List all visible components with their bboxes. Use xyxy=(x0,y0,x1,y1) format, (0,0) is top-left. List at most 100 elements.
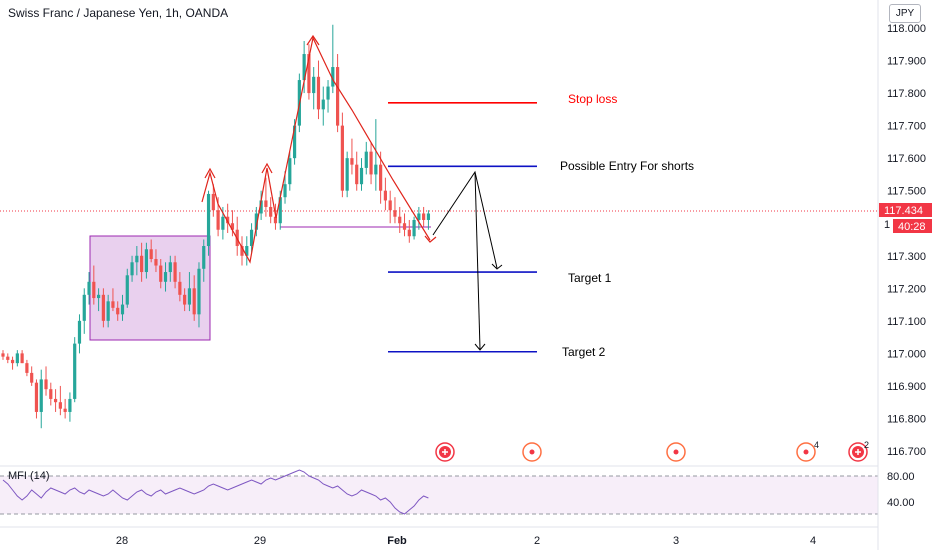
symbol-title[interactable]: Swiss Franc / Japanese Yen, 1h, OANDA xyxy=(8,6,229,20)
candle-body xyxy=(192,288,196,315)
time-tick-label: 2 xyxy=(534,535,540,547)
candle-body xyxy=(412,219,416,237)
currency-button[interactable]: JPY xyxy=(889,4,921,23)
price-tick-label: 117.800 xyxy=(887,88,926,100)
time-axis[interactable]: 28 29 Feb 2 3 4 xyxy=(116,535,816,547)
candle-body xyxy=(249,229,254,247)
candle-body xyxy=(178,281,182,295)
candle-body xyxy=(316,76,321,110)
stop-loss-label: Stop loss xyxy=(568,92,617,106)
candle-body xyxy=(140,255,144,273)
mfi-tick-80: 80.00 xyxy=(887,471,915,483)
candle-body xyxy=(68,398,72,412)
candle-body xyxy=(149,249,153,260)
candle-body xyxy=(331,67,335,87)
candle-body xyxy=(125,275,129,305)
price-tick-label: 117.700 xyxy=(887,121,926,133)
event-icon-4[interactable] xyxy=(796,442,816,462)
projection-path[interactable] xyxy=(432,170,498,269)
candle-body xyxy=(82,294,86,321)
zigzag-arrowhead-3 xyxy=(306,34,320,46)
zigzag-line[interactable] xyxy=(201,36,431,264)
candle-body xyxy=(168,262,172,273)
candle-body xyxy=(154,259,158,266)
candle-body xyxy=(211,193,215,211)
candle-body xyxy=(340,125,344,191)
candle-body xyxy=(53,398,58,403)
zigzag-arrowhead-4 xyxy=(424,235,437,243)
candle-body xyxy=(1,353,5,357)
candle-body xyxy=(216,210,220,230)
candle-body xyxy=(10,359,15,364)
candle-body xyxy=(25,363,29,373)
mfi-indicator-label[interactable]: MFI (14) xyxy=(8,470,50,482)
candle-body xyxy=(307,54,311,94)
candle-body xyxy=(163,272,168,282)
candle-body xyxy=(254,213,258,230)
time-tick-label: 29 xyxy=(254,535,266,547)
candle-body xyxy=(187,288,192,305)
candle-body xyxy=(92,281,96,299)
candle-body xyxy=(111,301,115,308)
price-tick-label: 117.600 xyxy=(887,153,926,165)
entry-label: Possible Entry For shorts xyxy=(560,159,694,173)
candle-body xyxy=(77,320,82,344)
mfi-tick-40: 40.00 xyxy=(887,497,915,509)
candle-body xyxy=(30,372,34,383)
candle-body xyxy=(202,246,206,269)
price-tick-label: 117.200 xyxy=(887,283,926,295)
target1-label: Target 1 xyxy=(568,271,612,285)
price-tick-label: 116.700 xyxy=(887,446,926,458)
candle-body xyxy=(269,206,273,217)
candle-body xyxy=(230,223,235,230)
mfi-line xyxy=(2,469,429,515)
candle-body xyxy=(240,246,244,256)
candle-body xyxy=(393,210,397,217)
candle-body xyxy=(417,213,421,220)
candle-body xyxy=(130,262,134,276)
projection-arrowhead-1 xyxy=(491,263,503,270)
candle-body xyxy=(374,164,378,175)
countdown-label: 40:28 xyxy=(898,221,926,233)
candle-body xyxy=(120,304,125,315)
candle-body xyxy=(388,200,392,211)
price-tick-label: 117.100 xyxy=(887,316,926,328)
price-tick-label: 116.900 xyxy=(887,381,926,393)
zigzag-arrowhead-1 xyxy=(204,167,216,179)
event-icon-5[interactable] xyxy=(848,442,868,462)
event-badge-count-2: 2 xyxy=(864,440,869,450)
last-price-tag xyxy=(879,203,932,217)
candle-body xyxy=(39,379,43,412)
candle-body xyxy=(364,151,368,168)
event-icon-2[interactable] xyxy=(522,442,542,462)
candle-body xyxy=(379,164,383,191)
candle-body xyxy=(173,262,177,282)
candle-body xyxy=(34,382,39,412)
candle-body xyxy=(135,255,139,263)
projection-path-2[interactable] xyxy=(474,171,481,350)
candle-body xyxy=(312,76,316,94)
zigzag-arrowhead-2 xyxy=(261,162,273,174)
candles xyxy=(1,24,431,429)
candle-body xyxy=(326,86,330,100)
candle-body xyxy=(87,281,91,295)
candle-body xyxy=(58,402,62,409)
candle-body xyxy=(369,151,373,175)
event-icon-3[interactable] xyxy=(666,442,686,462)
time-tick-label: 4 xyxy=(810,535,816,547)
time-tick-label: 3 xyxy=(673,535,679,547)
candle-body xyxy=(402,223,407,230)
candle-body xyxy=(49,389,53,399)
candle-body xyxy=(422,213,426,220)
candle-body xyxy=(278,197,282,224)
last-price-label: 117.434 xyxy=(884,205,923,217)
event-icon-1[interactable] xyxy=(435,442,455,462)
candle-body xyxy=(283,184,287,198)
price-axis[interactable]: 118.000 117.900 117.800 117.700 117.600 117.5… xyxy=(887,23,926,458)
candle-body xyxy=(6,356,10,360)
candle-body xyxy=(345,158,349,191)
candle-body xyxy=(355,164,359,185)
candle-body xyxy=(259,200,263,214)
